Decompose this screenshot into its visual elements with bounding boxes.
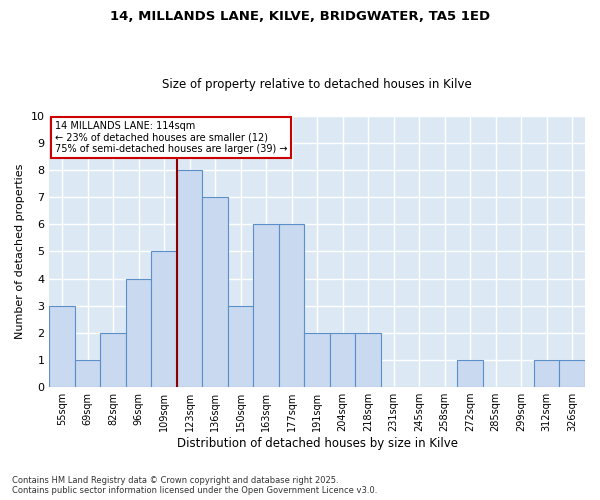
Bar xyxy=(228,306,253,387)
Bar xyxy=(457,360,483,387)
Bar xyxy=(330,333,355,387)
Text: 14 MILLANDS LANE: 114sqm
← 23% of detached houses are smaller (12)
75% of semi-d: 14 MILLANDS LANE: 114sqm ← 23% of detach… xyxy=(55,121,287,154)
Bar xyxy=(355,333,381,387)
Bar xyxy=(202,197,228,387)
Text: Contains HM Land Registry data © Crown copyright and database right 2025.
Contai: Contains HM Land Registry data © Crown c… xyxy=(12,476,377,495)
Bar xyxy=(100,333,126,387)
Bar xyxy=(177,170,202,387)
Text: 14, MILLANDS LANE, KILVE, BRIDGWATER, TA5 1ED: 14, MILLANDS LANE, KILVE, BRIDGWATER, TA… xyxy=(110,10,490,23)
Bar xyxy=(151,252,177,387)
Bar xyxy=(49,306,75,387)
Bar xyxy=(534,360,559,387)
Bar xyxy=(75,360,100,387)
Bar xyxy=(304,333,330,387)
Y-axis label: Number of detached properties: Number of detached properties xyxy=(15,164,25,339)
Bar xyxy=(559,360,585,387)
Bar xyxy=(279,224,304,387)
Bar xyxy=(126,278,151,387)
X-axis label: Distribution of detached houses by size in Kilve: Distribution of detached houses by size … xyxy=(177,437,458,450)
Bar xyxy=(253,224,279,387)
Title: Size of property relative to detached houses in Kilve: Size of property relative to detached ho… xyxy=(163,78,472,91)
